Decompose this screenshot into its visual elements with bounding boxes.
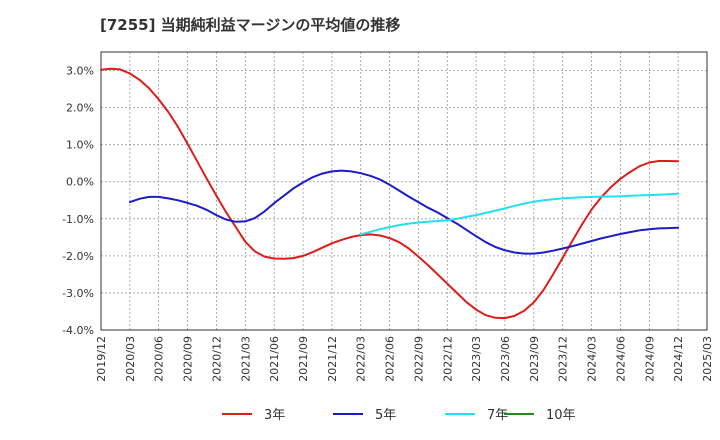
grid-lines bbox=[101, 52, 707, 331]
x-tick-label: 2023/03 bbox=[470, 336, 483, 382]
x-tick-label: 2020/06 bbox=[153, 336, 166, 382]
x-tick-label: 2019/12 bbox=[95, 336, 108, 382]
y-tick-label: 0.0% bbox=[66, 176, 94, 189]
x-axis-tick-labels: 2019/12 2020/03 2020/06 2020/09 2020/12 2021/… bbox=[95, 336, 714, 382]
y-tick-label: -3.0% bbox=[62, 287, 94, 300]
plot-border bbox=[100, 51, 708, 331]
legend-label: 3年 bbox=[264, 408, 285, 423]
x-tick-label: 2023/06 bbox=[499, 336, 512, 382]
legend-item: 3年 bbox=[222, 408, 285, 423]
series-lines bbox=[100, 67, 680, 320]
x-tick-label: 2024/03 bbox=[586, 336, 599, 382]
x-tick-label: 2021/06 bbox=[268, 336, 281, 382]
x-tick-label: 2022/03 bbox=[355, 336, 368, 382]
x-tick-label: 2020/12 bbox=[210, 336, 223, 382]
x-tick-label: 2024/06 bbox=[614, 336, 627, 382]
y-tick-label: 3.0% bbox=[66, 65, 94, 78]
y-tick-label: -2.0% bbox=[62, 250, 94, 263]
x-tick-label: 2021/03 bbox=[239, 336, 252, 382]
x-tick-label: 2020/03 bbox=[124, 336, 137, 382]
legend-item: 10年 bbox=[504, 408, 576, 423]
x-tick-label: 2025/03 bbox=[701, 336, 714, 382]
y-tick-label: 1.0% bbox=[66, 139, 94, 152]
chart-title: [7255] 当期純利益マージンの平均値の推移 bbox=[100, 16, 401, 34]
plot-frame bbox=[100, 51, 708, 331]
series-line bbox=[359, 192, 680, 236]
legend-item: 7年 bbox=[445, 408, 508, 423]
y-axis-tick-labels: 3.0% 2.0% 1.0% 0.0% -1.0% -2.0% -3.0% -4.0% bbox=[62, 65, 94, 337]
legend: 3年 5年 7年 10年 bbox=[222, 408, 576, 423]
legend-label: 10年 bbox=[546, 408, 576, 423]
x-tick-label: 2024/09 bbox=[643, 336, 656, 382]
x-tick-label: 2022/09 bbox=[412, 336, 425, 382]
series-line bbox=[128, 169, 680, 255]
y-tick-label: -1.0% bbox=[62, 213, 94, 226]
legend-label: 5年 bbox=[375, 408, 396, 423]
y-tick-label: 2.0% bbox=[66, 102, 94, 115]
x-tick-label: 2024/12 bbox=[672, 336, 685, 382]
series-line bbox=[100, 67, 680, 320]
legend-label: 7年 bbox=[487, 408, 508, 423]
x-tick-label: 2023/09 bbox=[528, 336, 541, 382]
legend-item: 5年 bbox=[333, 408, 396, 423]
x-tick-label: 2021/09 bbox=[297, 336, 310, 382]
x-tick-label: 2022/06 bbox=[384, 336, 397, 382]
y-tick-label: -4.0% bbox=[62, 324, 94, 337]
x-tick-label: 2022/12 bbox=[441, 336, 454, 382]
x-tick-label: 2020/09 bbox=[182, 336, 195, 382]
x-tick-label: 2021/12 bbox=[326, 336, 339, 382]
x-tick-label: 2023/12 bbox=[557, 336, 570, 382]
